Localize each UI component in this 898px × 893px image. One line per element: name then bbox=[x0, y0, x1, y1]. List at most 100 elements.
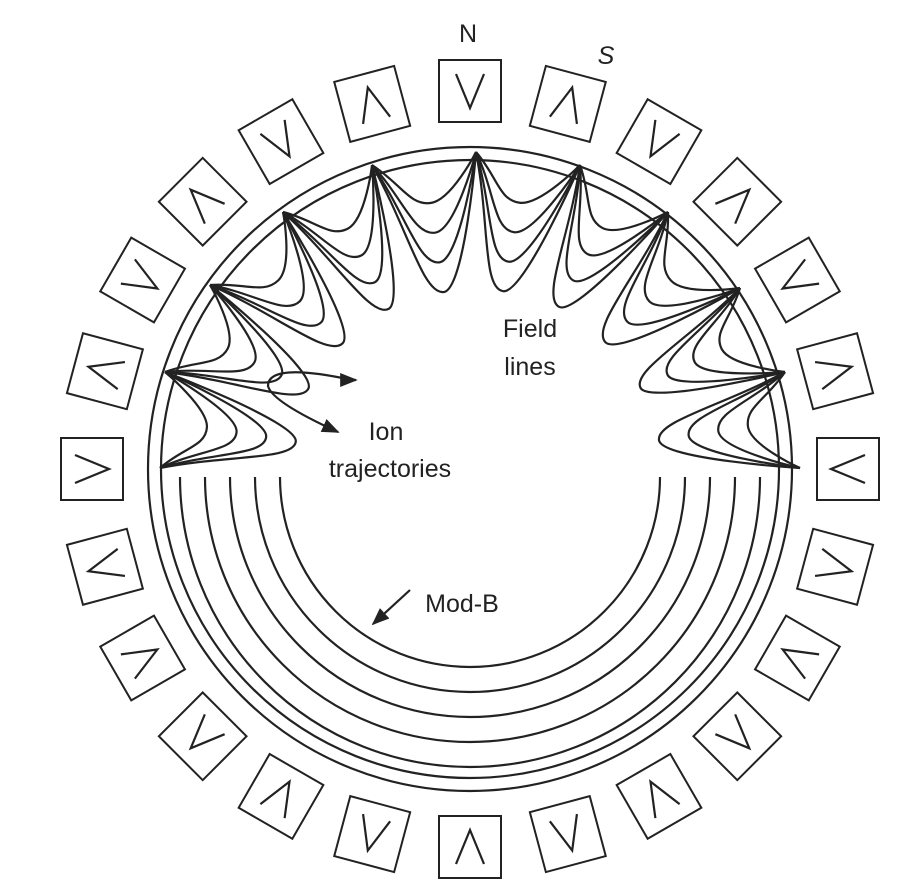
field-line bbox=[577, 164, 669, 257]
magnet-box bbox=[65, 527, 145, 606]
magnet-box bbox=[528, 794, 607, 874]
magnet-box bbox=[333, 64, 412, 144]
field-line bbox=[209, 211, 325, 327]
field-line bbox=[665, 287, 786, 383]
magnet-box bbox=[753, 236, 842, 324]
field-line bbox=[746, 371, 801, 470]
field-line bbox=[159, 371, 209, 469]
magnet-chevron bbox=[828, 453, 866, 485]
magnet-chevron bbox=[549, 84, 579, 125]
field-line bbox=[282, 164, 395, 311]
magnet-chevron bbox=[780, 648, 820, 680]
ion-trajectory bbox=[266, 371, 353, 434]
field-line bbox=[164, 284, 231, 374]
field-line bbox=[164, 284, 257, 374]
field-line bbox=[692, 287, 786, 375]
mod-b-contour bbox=[203, 476, 737, 744]
magnet bbox=[816, 437, 880, 501]
magnet-box bbox=[157, 156, 248, 247]
field-lines bbox=[159, 151, 801, 470]
mod-b-contours bbox=[178, 476, 762, 769]
magnet bbox=[333, 64, 412, 144]
field-line bbox=[282, 164, 384, 285]
magnet bbox=[237, 97, 325, 186]
ion-trajectories-label: Ion bbox=[369, 418, 404, 446]
field-line bbox=[371, 151, 478, 294]
magnet-chevron bbox=[259, 119, 291, 159]
field-lines-label: Field bbox=[503, 315, 557, 343]
mod-b-contour bbox=[278, 476, 662, 669]
field-line bbox=[159, 370, 297, 470]
magnet-box bbox=[60, 437, 124, 501]
field-line bbox=[159, 371, 238, 469]
magnet bbox=[528, 794, 607, 874]
field-line bbox=[475, 151, 581, 234]
magnet bbox=[65, 527, 145, 606]
field-line bbox=[601, 211, 741, 346]
magnet-chevron bbox=[361, 84, 391, 125]
magnet-chevron bbox=[85, 360, 126, 390]
magnet bbox=[692, 691, 783, 782]
field-line bbox=[164, 284, 310, 396]
magnet-box bbox=[98, 614, 187, 702]
field-line bbox=[687, 371, 801, 470]
magnet bbox=[438, 59, 502, 123]
outer-wall bbox=[146, 145, 794, 793]
magnet-chevron bbox=[188, 713, 226, 751]
mod-b-contour bbox=[178, 476, 762, 769]
magnet-box bbox=[438, 815, 502, 879]
magnet-chevron bbox=[814, 548, 855, 578]
field-line bbox=[717, 371, 801, 470]
magnets bbox=[60, 59, 880, 879]
magnet-chevron bbox=[120, 258, 160, 290]
magnet bbox=[615, 752, 703, 841]
magnet bbox=[237, 752, 325, 841]
north-label: N bbox=[459, 20, 477, 48]
field-lines-label: lines bbox=[504, 353, 555, 381]
magnet-chevron bbox=[85, 548, 126, 578]
field-line bbox=[474, 151, 581, 263]
magnet-box bbox=[615, 752, 703, 841]
magnet-box bbox=[528, 64, 607, 144]
magnet-box bbox=[237, 752, 325, 841]
magnet-chevron bbox=[714, 187, 752, 225]
magnet-box bbox=[438, 59, 502, 123]
field-line bbox=[282, 164, 374, 233]
magnet bbox=[795, 332, 875, 411]
magnet bbox=[333, 794, 412, 874]
magnet-box bbox=[753, 614, 842, 702]
magnet-box bbox=[615, 97, 703, 186]
magnet bbox=[98, 236, 187, 324]
south-label: S bbox=[598, 42, 615, 70]
magnet bbox=[528, 64, 607, 144]
magnet bbox=[157, 156, 248, 247]
magnet-chevron bbox=[74, 453, 112, 485]
field-line bbox=[474, 151, 582, 293]
magnet-box bbox=[98, 236, 187, 324]
magnet-box bbox=[157, 691, 248, 782]
field-line bbox=[718, 287, 786, 374]
magnet-chevron bbox=[188, 187, 226, 225]
magnet-chevron bbox=[649, 119, 681, 159]
mod-b-pointer bbox=[371, 589, 411, 626]
magnet-box bbox=[65, 332, 145, 411]
field-line bbox=[209, 211, 346, 348]
ion-trajectories-label: trajectories bbox=[329, 455, 451, 483]
field-line bbox=[159, 370, 268, 470]
field-line bbox=[209, 211, 288, 289]
mod-b-label: Mod-B bbox=[425, 590, 499, 618]
field-line bbox=[578, 164, 669, 231]
magnet-chevron bbox=[454, 827, 486, 865]
magnet bbox=[60, 437, 124, 501]
magnet bbox=[615, 97, 703, 186]
magnet-chevron bbox=[454, 73, 486, 111]
magnet-box bbox=[692, 691, 783, 782]
field-line bbox=[371, 151, 477, 205]
field-line bbox=[371, 151, 478, 264]
inner-wall bbox=[159, 158, 781, 780]
magnet-chevron bbox=[120, 648, 160, 680]
magnet-chevron bbox=[780, 258, 820, 290]
field-line bbox=[663, 211, 741, 292]
magnet-chevron bbox=[361, 813, 391, 854]
